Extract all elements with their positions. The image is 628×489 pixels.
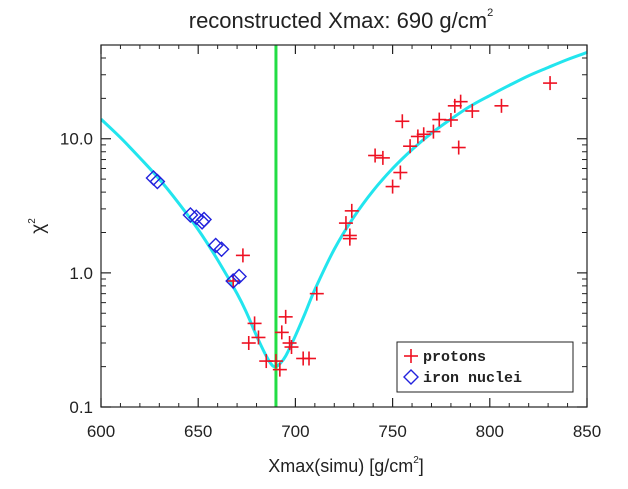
proton-point (251, 330, 266, 345)
proton-point (342, 228, 357, 243)
legend-label-iron-nuclei: iron nuclei (423, 370, 522, 387)
legend: protons iron nuclei (396, 341, 574, 393)
y-tick-labels: 0.1 1.0 10.0 (60, 130, 93, 417)
svg-text:χ2: χ2 (27, 218, 49, 234)
proton-point (465, 104, 480, 119)
proton-point (395, 114, 410, 129)
proton-point (235, 248, 250, 263)
x-axis-label: Xmax(simu) [g/cm2] (268, 455, 424, 476)
y-axis-label: χ2 (27, 218, 49, 234)
proton-point (416, 127, 431, 142)
proton-point (226, 273, 241, 288)
data-layer (101, 45, 587, 407)
fit-curve (101, 51, 587, 369)
marker-layer (145, 76, 558, 377)
x-tick-label-700: 700 (281, 422, 309, 441)
proton-point (368, 148, 383, 163)
x-tick-label-850: 850 (573, 422, 601, 441)
plot-area (100, 44, 588, 408)
proton-point (268, 354, 283, 369)
proton-point (309, 286, 324, 301)
x-tick-label-800: 800 (476, 422, 504, 441)
legend-box (396, 341, 574, 393)
plot-frame (100, 44, 588, 408)
x-tick-label-600: 600 (87, 422, 115, 441)
proton-point (451, 140, 466, 155)
iron-nuclei-point (225, 272, 242, 289)
iron-nuclei-point (182, 207, 199, 224)
proton-point (403, 139, 418, 154)
proton-point (426, 124, 441, 139)
y-tick-label-0.1: 0.1 (69, 398, 93, 417)
legend-label-protons: protons (423, 349, 486, 366)
proton-point (375, 150, 390, 165)
proton-point (284, 340, 299, 355)
proton-point (344, 203, 359, 218)
iron-nuclei-point (196, 211, 213, 228)
proton-point (494, 98, 509, 113)
proton-point (393, 165, 408, 180)
proton-point (302, 351, 317, 366)
iron-nuclei-point (149, 173, 166, 190)
y-tick-label-1: 1.0 (69, 264, 93, 283)
proton-point (385, 179, 400, 194)
x-tick-label-750: 750 (378, 422, 406, 441)
proton-point (278, 309, 293, 324)
iron-nuclei-point (231, 268, 248, 285)
x-tick-label-650: 650 (184, 422, 212, 441)
chart-title: reconstructed Xmax: 690 g/cm2 (189, 7, 493, 33)
proton-point (453, 94, 468, 109)
legend-marker-protons (404, 349, 418, 363)
x-tick-labels: 600 650 700 750 800 850 (87, 422, 601, 441)
proton-point (241, 336, 256, 351)
proton-point (274, 325, 289, 340)
proton-point (247, 316, 262, 331)
proton-point (272, 362, 287, 377)
iron-nuclei-point (213, 241, 230, 258)
proton-point (443, 112, 458, 127)
proton-point (338, 216, 353, 231)
proton-point (410, 129, 425, 144)
proton-point (543, 76, 558, 91)
legend-marker-iron-nuclei (403, 369, 419, 385)
y-tick-label-10: 10.0 (60, 130, 93, 149)
